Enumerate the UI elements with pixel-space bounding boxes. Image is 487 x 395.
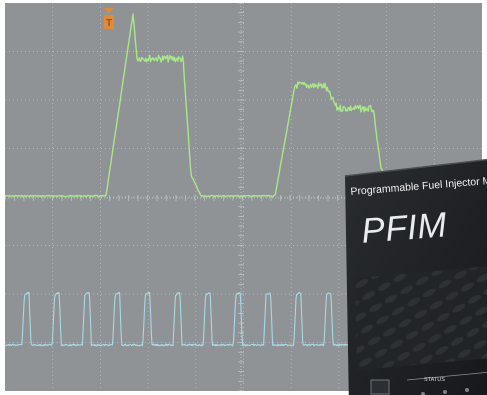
scope-grid	[5, 3, 482, 391]
pulse-trace	[5, 291, 350, 347]
status-label: STATUS	[424, 377, 445, 383]
device-title: PFIM	[360, 205, 449, 251]
svg-text:T: T	[106, 18, 112, 29]
fuel-injector-module	[344, 158, 487, 395]
trigger-marker-icon: T	[104, 8, 114, 29]
